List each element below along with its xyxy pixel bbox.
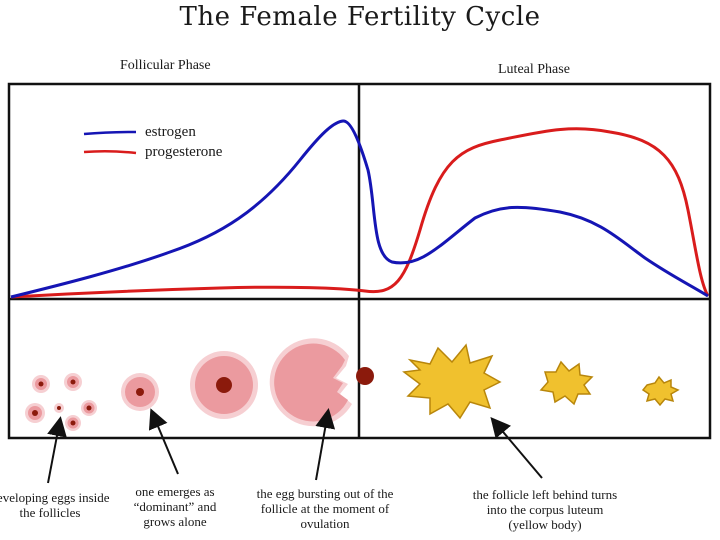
arrow-developing-eggs <box>47 416 67 484</box>
dominant-follicle <box>121 373 159 411</box>
arrow-dominant <box>148 408 179 475</box>
legend-progesterone-label: progesterone <box>145 144 223 160</box>
progesterone-curve <box>10 127 710 299</box>
caption-ovulation: the egg bursting out of the follicle at … <box>256 486 394 531</box>
corpus-luteum-large <box>402 343 502 420</box>
legend-estrogen-label: estrogen <box>145 124 196 140</box>
corpus-luteum-medium <box>539 360 594 406</box>
page-title: The Female Fertility Cycle <box>179 2 541 32</box>
luteal-phase-label: Luteal Phase <box>498 62 570 77</box>
caption-corpus-luteum: the follicle left behind turns into the … <box>472 487 618 532</box>
arrow-corpus-luteum <box>490 416 543 479</box>
caption-developing-eggs: developing eggs inside the follicles <box>0 490 110 520</box>
developing-follicles <box>25 373 97 431</box>
estrogen-curve <box>10 119 709 299</box>
legend-estrogen-line <box>83 130 137 136</box>
corpus-luteum-small <box>641 375 680 407</box>
released-egg <box>356 367 374 385</box>
legend-progesterone-line <box>83 149 137 155</box>
growing-follicle <box>190 351 258 419</box>
follicular-phase-label: Follicular Phase <box>120 58 211 73</box>
caption-dominant: one emerges as “dominant” and grows alon… <box>133 484 217 529</box>
arrow-ovulation <box>315 408 336 481</box>
bursting-follicle <box>269 338 352 427</box>
